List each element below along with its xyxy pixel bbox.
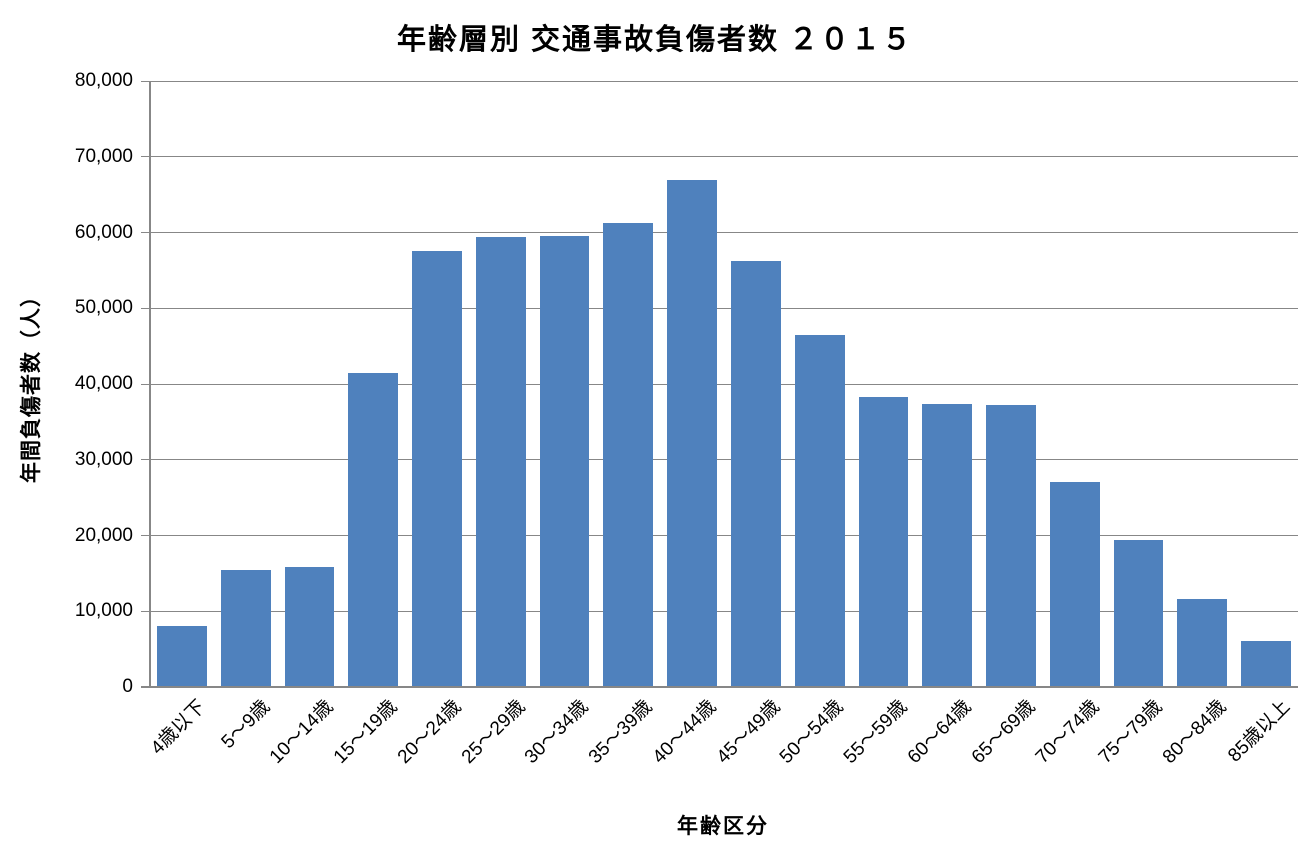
y-gridline (150, 307, 1298, 309)
x-tick-label: 10～14歳 (265, 696, 338, 768)
y-gridline (150, 232, 1298, 233)
x-tick-label: 50～54歳 (776, 696, 848, 768)
y-tick-label: 60,000 (74, 221, 133, 243)
x-tick-label: 45～49歳 (712, 696, 785, 768)
bar-50～54歳 (794, 334, 845, 687)
x-tick-label: 60～64歳 (903, 696, 976, 768)
y-tick-mark (141, 80, 150, 82)
x-tick-label: 80～84歳 (1158, 696, 1231, 768)
bar-55～59歳 (858, 396, 909, 687)
y-gridline (150, 535, 1298, 536)
y-tick-mark (141, 535, 150, 536)
bar-85歳以上 (1241, 640, 1291, 687)
bar-60～64歳 (922, 404, 973, 687)
y-tick-label: 0 (122, 676, 133, 697)
bar-4歳以下 (157, 625, 207, 687)
y-tick-mark (141, 307, 150, 309)
bar-25～29歳 (475, 237, 526, 687)
y-gridline (150, 459, 1298, 461)
bar-15～19歳 (348, 372, 399, 687)
y-gridline (150, 80, 1298, 82)
y-tick-label: 50,000 (74, 297, 133, 319)
x-axis-title: 年齢区分 (677, 815, 769, 838)
bar-10～14歳 (284, 566, 335, 687)
x-tick-label: 85歳以上 (1224, 696, 1295, 767)
bar-45～49歳 (731, 260, 781, 687)
y-gridline (150, 610, 1298, 612)
bar-80～84歳 (1177, 599, 1228, 687)
y-tick-mark (141, 383, 150, 385)
x-tick-label: 15～19歳 (329, 696, 402, 768)
bar-20～24歳 (412, 250, 462, 687)
y-tick-label: 20,000 (74, 524, 133, 546)
y-axis-line (149, 81, 151, 687)
x-tick-label: 35～39歳 (584, 696, 657, 768)
y-tick-label: 10,000 (74, 600, 133, 622)
y-axis-title: 年間負傷者数（人） (20, 285, 43, 483)
y-tick-label: 40,000 (74, 373, 133, 394)
y-tick-label: 80,000 (74, 70, 133, 91)
y-gridline (150, 383, 1298, 385)
bar-35～39歳 (603, 222, 654, 687)
y-tick-label: 70,000 (74, 145, 133, 167)
y-tick-label: 30,000 (74, 448, 133, 470)
bar-30～34歳 (539, 236, 590, 687)
x-tick-label: 30～34歳 (521, 696, 593, 768)
y-tick-mark (141, 459, 150, 461)
x-tick-label: 20～24歳 (393, 696, 466, 768)
x-tick-label: 75～79歳 (1095, 696, 1167, 768)
y-tick-mark (141, 610, 150, 612)
x-tick-label: 65～69歳 (967, 696, 1040, 768)
bar-75～79歳 (1113, 540, 1164, 687)
x-tick-label: 5～9歳 (217, 696, 274, 753)
x-tick-label: 40～44歳 (648, 696, 721, 768)
x-tick-label: 25～29歳 (457, 696, 529, 768)
x-tick-label: 4歳以下 (147, 696, 211, 759)
bar-65～69歳 (986, 405, 1036, 687)
bar-5～9歳 (220, 569, 271, 687)
y-tick-mark (141, 156, 150, 158)
bar-70～74歳 (1049, 482, 1100, 687)
x-tick-label: 70～74歳 (1031, 696, 1103, 768)
x-axis-line (141, 686, 1298, 688)
y-tick-mark (141, 232, 150, 233)
chart-title: 年齢層別 交通事故負傷者数 ２０１５ (396, 24, 914, 56)
y-gridline (150, 156, 1298, 158)
bar-40～44歳 (667, 180, 717, 687)
x-tick-label: 55～59歳 (839, 696, 912, 768)
